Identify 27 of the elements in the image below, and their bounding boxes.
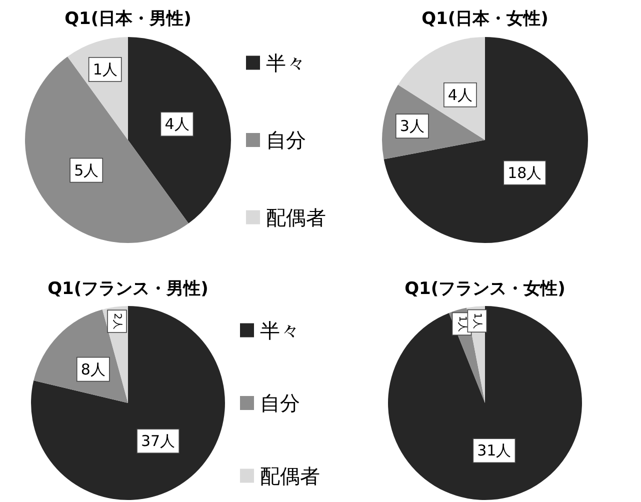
data-label: 3人 (400, 117, 424, 136)
data-label: 2人 (112, 313, 123, 330)
data-label: 1人 (472, 312, 483, 330)
data-label: 1人 (456, 316, 468, 332)
data-label: 4人 (448, 86, 472, 104)
legend-label: 半々 (260, 318, 300, 342)
pie-slice (384, 37, 588, 243)
data-label: 37人 (141, 432, 176, 450)
data-label: 1人 (92, 60, 118, 78)
chart-title: Q1(日本・女性) (422, 9, 548, 29)
legend-label: 自分 (266, 128, 306, 152)
pie-slice (31, 306, 225, 500)
legend-label: 自分 (260, 391, 300, 415)
data-label: 31人 (477, 442, 512, 460)
data-label: 8人 (80, 360, 106, 378)
pie-slice (25, 56, 189, 243)
pie-slice (128, 37, 231, 224)
data-label: 5人 (74, 161, 99, 180)
legend-label: 配偶者 (260, 464, 320, 488)
legend-label: 配偶者 (266, 205, 326, 230)
data-label: 4人 (164, 115, 190, 134)
pie-slice (388, 306, 582, 500)
chart-title: Q1(日本・男性) (64, 9, 192, 29)
legend-label: 半々 (266, 50, 306, 75)
chart-title: Q1(フランス・男性) (48, 279, 208, 299)
chart-title: Q1(フランス・女性) (404, 279, 566, 299)
data-label: 18人 (508, 164, 542, 182)
